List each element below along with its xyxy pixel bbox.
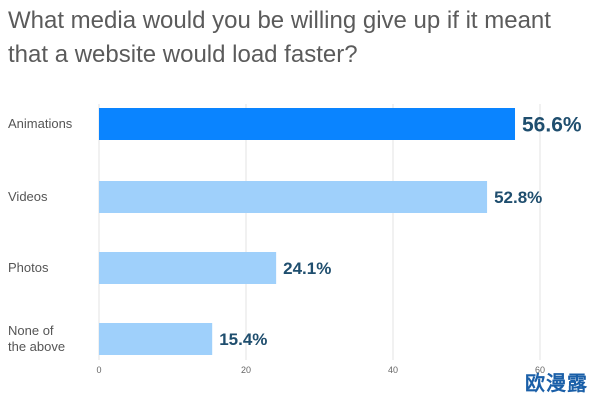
x-tick-label-60: 60	[535, 365, 545, 375]
bar-1	[99, 181, 488, 213]
watermark-logo: 欧漫露	[525, 371, 588, 395]
x-tick-label-0: 0	[96, 365, 101, 375]
category-label-2: Photos	[8, 260, 49, 275]
labels: 56.6% Animations 52.8% Videos 24.1% Photos 15.…	[8, 114, 582, 354]
category-label-3: None of the above	[8, 323, 65, 354]
bars	[99, 108, 516, 355]
category-label-1: Videos	[8, 189, 48, 204]
x-tick-label-40: 40	[388, 365, 398, 375]
value-label-1: 52.8%	[494, 188, 542, 207]
grid-lines	[98, 104, 541, 360]
bar-3	[99, 323, 213, 355]
category-label-0: Animations	[8, 116, 73, 131]
bar-2	[99, 252, 277, 284]
x-axis-ticks: 0 20 40 60	[96, 365, 545, 375]
value-label-0: 56.6%	[522, 114, 582, 137]
value-label-3: 15.4%	[219, 330, 267, 349]
value-label-2: 24.1%	[283, 259, 331, 278]
chart-title: What media would you be willing give up …	[8, 7, 551, 68]
bar-0	[99, 108, 516, 140]
x-tick-label-20: 20	[241, 365, 251, 375]
